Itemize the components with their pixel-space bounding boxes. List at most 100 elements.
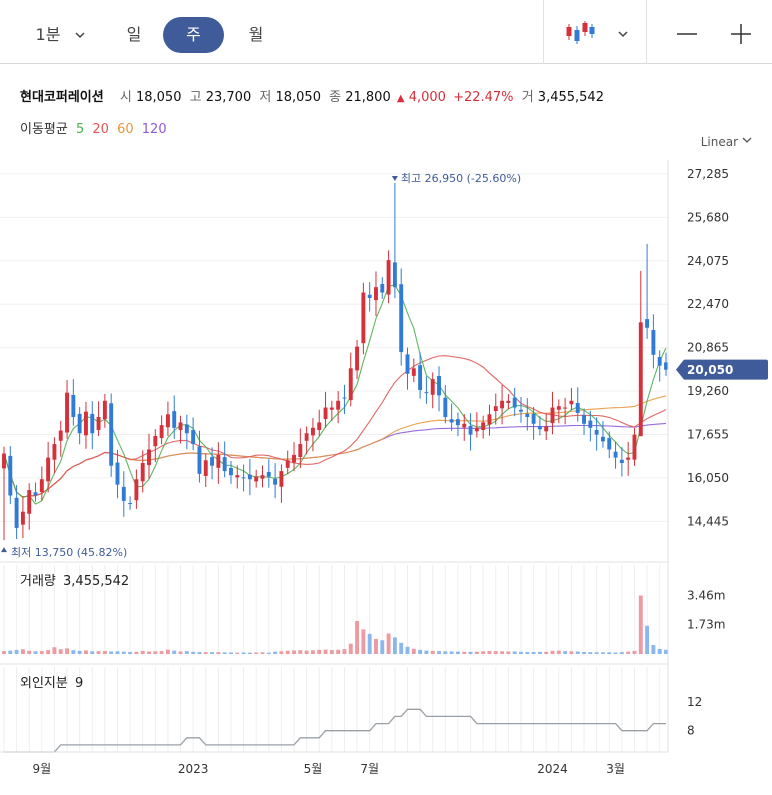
volume-tick-label: 3.46m [687,588,725,602]
tab-day[interactable]: 일 [126,25,142,44]
volume-tick-label: 1.73m [687,618,725,632]
chevron-down-icon[interactable] [75,28,85,42]
tab-week[interactable]: 주 [163,17,224,53]
price-markers: 최고 26,950 (-25.60%) 최저 13,750 (45.82%) [1,172,521,559]
candle-body [210,457,215,466]
tab-month[interactable]: 월 [248,25,264,44]
candle-body [178,422,183,430]
candle-body [664,362,668,370]
volume-bar [525,651,530,654]
chevron-down-icon[interactable] [742,136,752,147]
price-tick-label: 25,680 [687,210,729,224]
high-marker-label: 최고 26,950 (-25.60%) [401,172,521,185]
candle-body [588,420,593,428]
volume-bar [651,645,656,654]
volume-bar [115,651,120,654]
volume-bar [109,651,114,654]
candle-body [222,457,227,472]
volume-value: 3,455,542 [537,90,604,105]
candle-body [329,407,334,410]
zoom-out-icon[interactable] [676,24,698,48]
time-tick-label: 5월 [304,762,323,776]
candle-body [203,460,208,476]
volume-bar [418,649,423,654]
volume-bar [455,651,460,654]
stock-info-row: 현대코퍼레이션 시 18,050 고 23,700 저 18,050 종 21,… [20,86,604,105]
volume-bar [216,652,221,654]
candle-body [348,368,353,401]
candle-body [317,422,322,430]
candle-body [626,457,631,460]
candle-body [172,411,177,428]
foreign-tick-label: 12 [687,695,702,709]
volume-bar [222,652,227,654]
volume-bar [134,651,139,654]
price-axis: 27,285 25,680 24,075 22,470 20,865 19,260 17,6… [676,167,768,528]
volume-bar [405,646,410,654]
candle-body [607,438,612,450]
volume-bar [191,651,196,654]
candle-body [273,478,278,485]
open-value: 18,050 [135,90,182,105]
volume-bar [361,629,366,654]
volume-bar [292,650,296,654]
candle-body [128,503,133,505]
volume-bar [266,652,271,654]
candle-body [430,379,435,395]
tab-minute[interactable]: 1분 [35,25,61,44]
candle-body [52,444,57,460]
volume-bar [424,650,429,654]
candle-body [506,400,511,403]
price-tick-label: 20,865 [687,341,729,355]
price-tick-label: 19,260 [687,384,729,398]
candlestick-chart-type-icon[interactable] [565,20,595,50]
volume-label: 거 [521,90,534,105]
volume-bar [273,651,278,654]
volume-bar [380,640,385,654]
candle-body [512,397,517,408]
moving-average-legend[interactable]: 이동평균 5 20 60 120 [20,118,171,137]
candle-body [247,474,252,480]
up-arrow-icon: ▲ [396,93,405,104]
chevron-down-icon[interactable] [618,27,628,41]
candle-body [405,354,410,374]
volume-bar [241,652,246,654]
price-tick-label: 17,655 [687,427,729,441]
candle-body [323,407,328,420]
scale-mode-select[interactable]: Linear [700,135,738,149]
candle-body [39,479,44,493]
candle-body [20,511,25,525]
volume-bar [58,649,63,654]
candle-body [109,403,114,466]
candle-body [285,460,290,468]
divider [646,0,647,64]
candle-body [8,455,13,496]
volume-bar [619,652,624,654]
close-value: 21,800 [345,90,391,105]
candle-body [487,414,492,425]
close-label: 종 [329,90,342,105]
candle-body [84,411,88,436]
candle-body [298,444,303,458]
low-label: 저 [259,90,272,105]
candle-body [165,414,170,428]
ma-5-label: 5 [75,122,85,137]
zoom-in-icon[interactable] [731,24,751,48]
volume-bar [254,652,259,654]
candle-body [153,435,158,447]
foreign-grid [3,667,661,752]
candle-body [216,454,221,468]
ma-legend-label: 이동평균 [20,122,68,137]
volume-bar [582,651,586,654]
candle-body [229,467,233,476]
change-percent: +22.47% [453,90,514,105]
candle-body [594,430,599,435]
time-axis: 9월 2023 5월 7월 2024 3월 [32,762,624,776]
ma-5-line [3,284,667,505]
period-tab-bar: 1분 일 주 월 [0,0,772,64]
volume-bar [140,650,145,654]
candle-body [424,392,429,394]
volume-bar [594,652,599,654]
candle-body [304,433,309,441]
